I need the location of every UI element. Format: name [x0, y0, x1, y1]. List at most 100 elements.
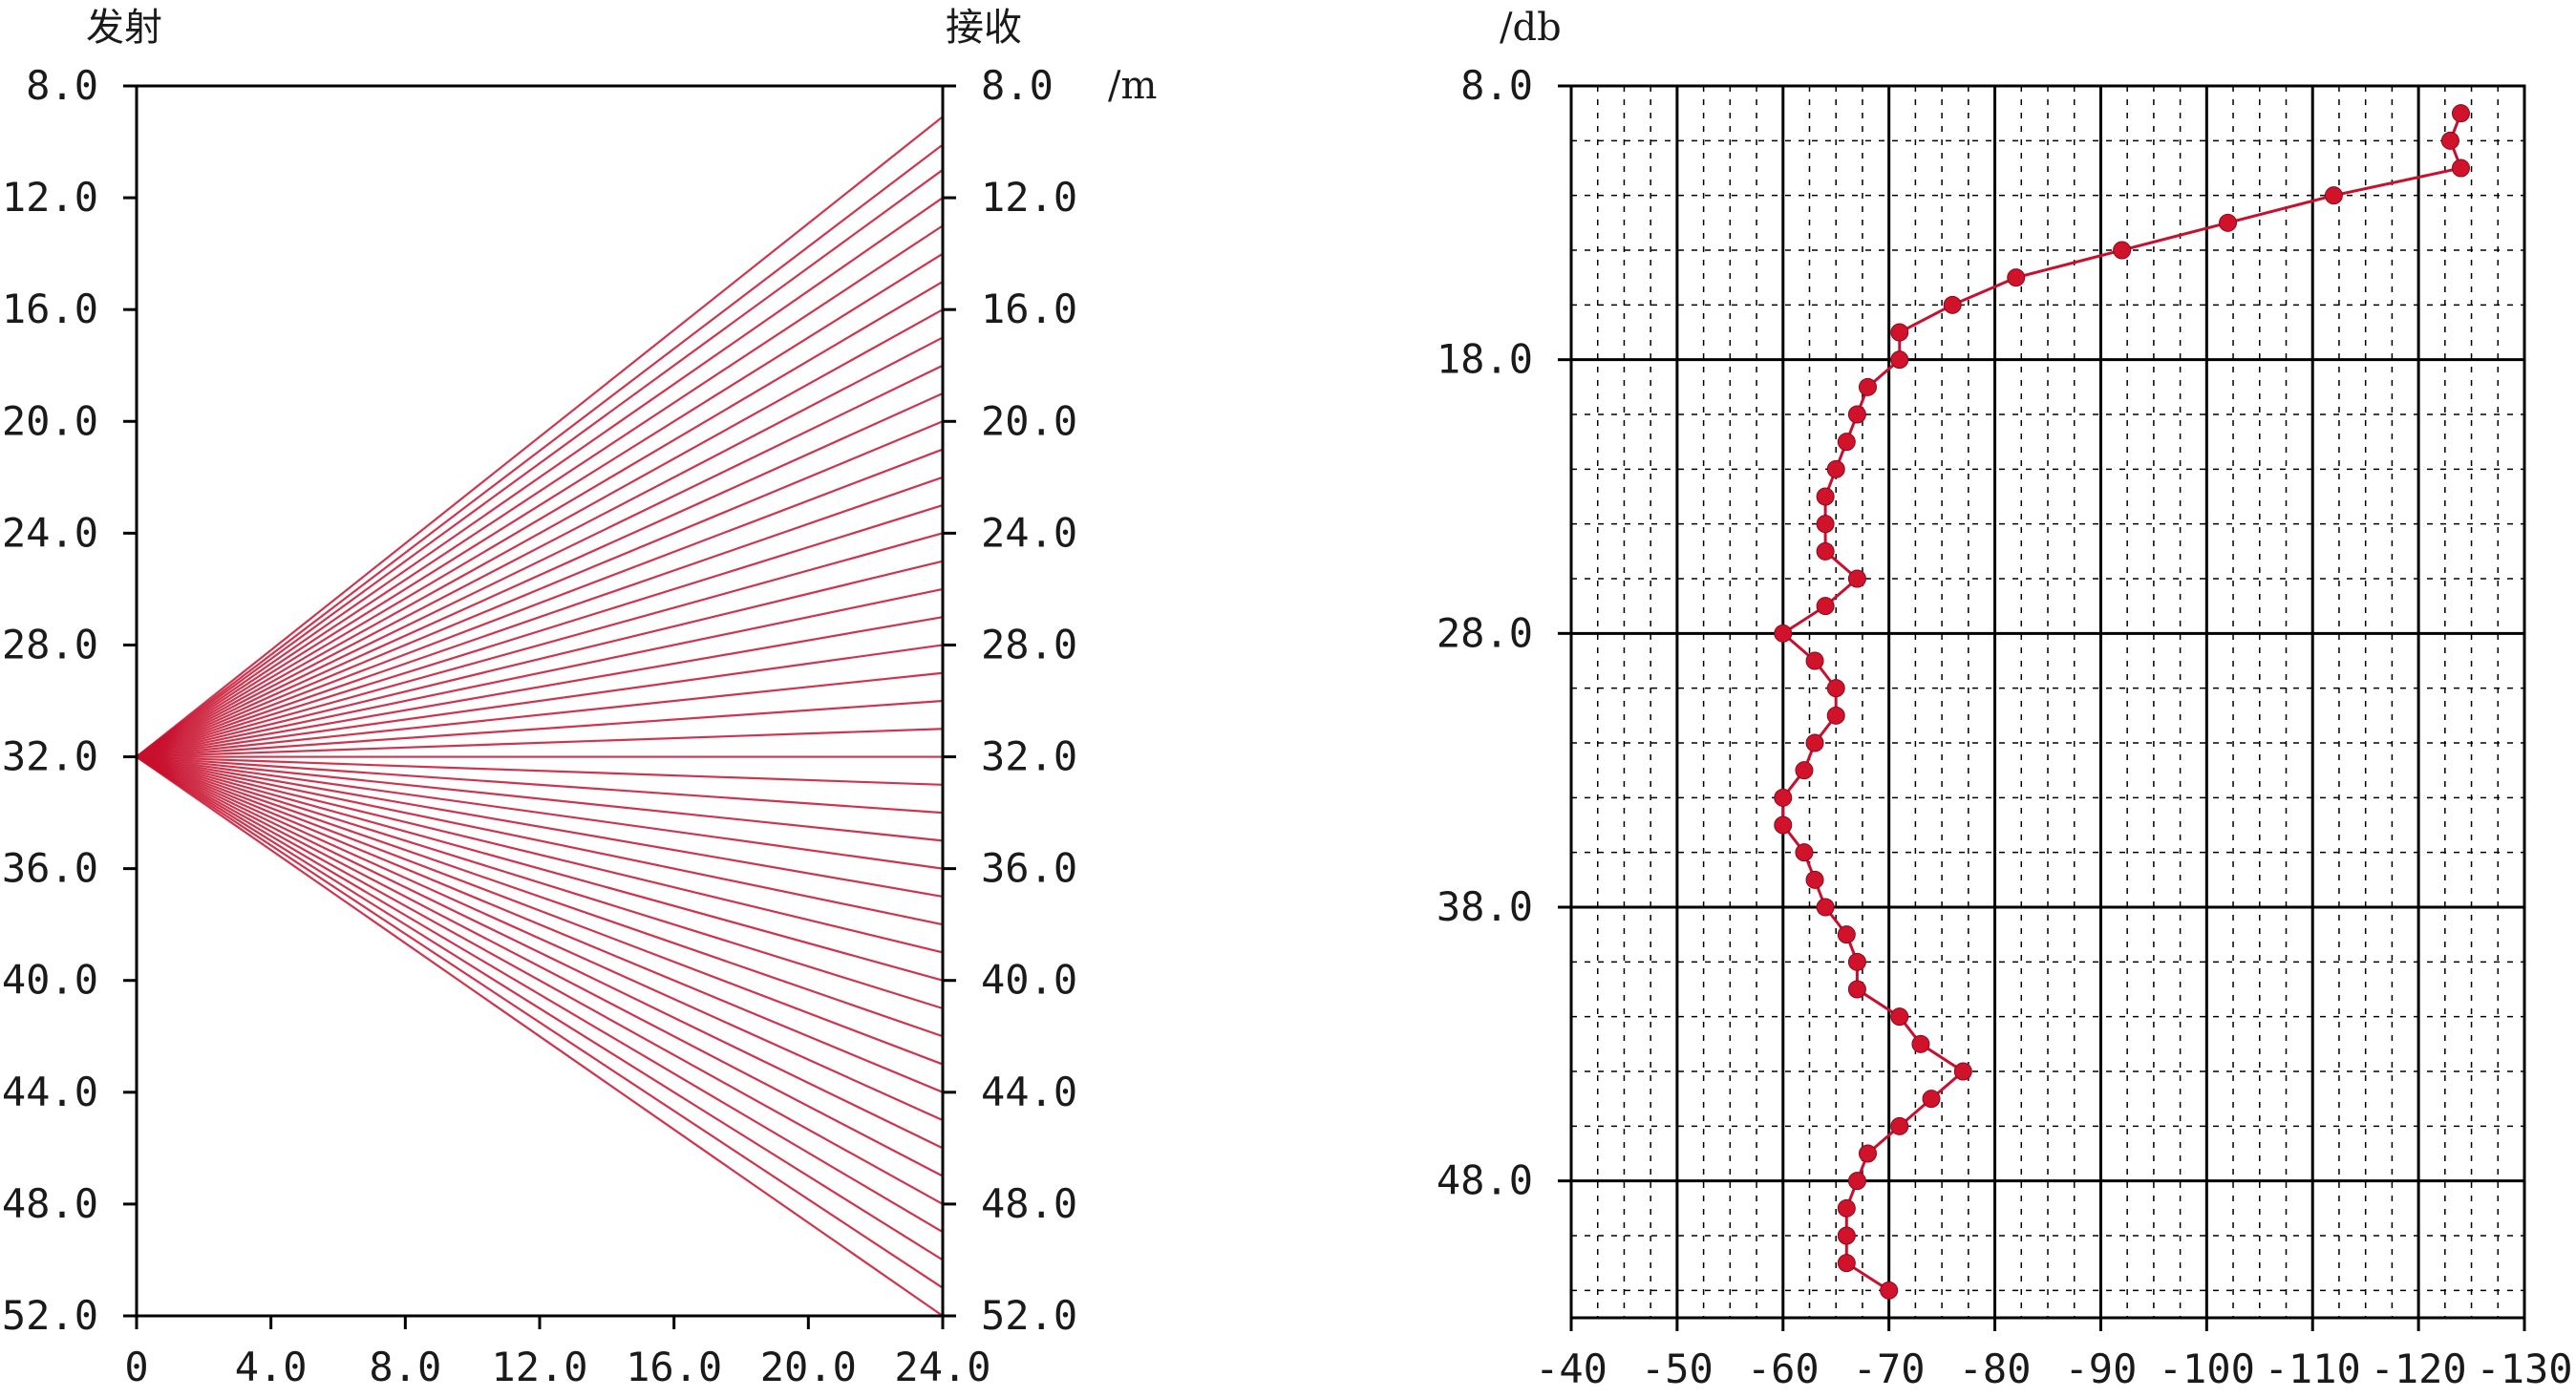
right-depth-tick-label: 16.0	[981, 286, 1077, 332]
right-depth-tick-label: 28.0	[981, 621, 1077, 667]
ray-path-8	[136, 336, 944, 758]
right-depth-tick-label: 20.0	[981, 397, 1077, 444]
ray-path-15	[136, 532, 944, 758]
data-point	[1826, 706, 1845, 725]
ray-path-30	[136, 755, 944, 954]
data-point	[2113, 241, 2132, 260]
data-point	[1795, 843, 1814, 862]
ray-path-13	[136, 476, 944, 758]
ray-path-22	[136, 728, 944, 758]
data-point	[1837, 433, 1856, 452]
left-depth-tick-label: 16.0	[2, 286, 98, 332]
ray-path-36	[136, 755, 944, 1122]
data-point	[1858, 377, 1877, 396]
x-tick-label: -120	[2371, 1345, 2467, 1392]
x-tick-label: 8.0	[369, 1344, 441, 1390]
depth-tick-label: 18.0	[1437, 336, 1533, 383]
plot-frame	[1569, 84, 2526, 1320]
data-point	[1847, 952, 1866, 971]
left-depth-tick-label: 52.0	[2, 1292, 98, 1339]
left-depth-tick-label: 24.0	[2, 509, 98, 556]
ray-path-35	[136, 755, 944, 1093]
x-tick-label: -60	[1747, 1345, 1820, 1392]
right-depth-tick-label: 8.0	[981, 62, 1054, 109]
depth-tick-label: 28.0	[1437, 609, 1533, 656]
data-point	[1816, 487, 1835, 506]
data-point	[1847, 1172, 1866, 1191]
ray-path-panel: 8.0 8.0 12.0 12.0 16.0 16.0 20.0 20.0 24.0 24.0 28…	[2, 62, 1077, 1390]
ray-path-5	[136, 252, 944, 758]
right-depth-tick-label: 44.0	[981, 1069, 1077, 1115]
x-tick-label: -100	[2159, 1345, 2255, 1392]
data-point	[1847, 405, 1866, 424]
right-side-title: 接收	[946, 6, 1022, 50]
x-tick-label: -70	[1853, 1345, 1926, 1392]
left-depth-tick-label: 20.0	[2, 397, 98, 444]
data-point	[1943, 295, 1962, 314]
ray-path-10	[136, 392, 944, 758]
ray-path-37	[136, 755, 944, 1150]
depth-tick-label: 8.0	[1460, 62, 1533, 109]
ray-path-20	[136, 671, 944, 758]
ray-path-0	[136, 116, 944, 758]
ray-path-2	[136, 168, 944, 758]
ray-path-14	[136, 504, 944, 758]
data-point	[1847, 569, 1866, 588]
ray-path-27	[136, 755, 944, 870]
data-point	[1837, 925, 1856, 944]
right-depth-tick-label: 48.0	[981, 1180, 1077, 1227]
ray-path-24	[136, 755, 944, 786]
depth-tick-label: 48.0	[1437, 1157, 1533, 1204]
left-depth-tick-label: 36.0	[2, 845, 98, 892]
ray-path-43	[136, 755, 944, 1317]
x-tick-label: 20.0	[760, 1344, 857, 1390]
left-depth-tick-label: 48.0	[2, 1180, 98, 1227]
ray-path-4	[136, 224, 944, 758]
data-point	[1826, 679, 1845, 698]
x-tick-label: -80	[1959, 1345, 2032, 1392]
attenuation-series-line	[1780, 113, 2463, 1292]
data-point	[1890, 1116, 1909, 1135]
ray-path-12	[136, 448, 944, 758]
ray-path-33	[136, 755, 944, 1038]
ray-path-28	[136, 755, 944, 898]
data-point	[1922, 1090, 1941, 1109]
ray-path-1	[136, 143, 944, 758]
depth-tick-label: 38.0	[1437, 883, 1533, 930]
ray-path-29	[136, 755, 944, 926]
ray-path-41	[136, 755, 944, 1261]
x-tick-label: -130	[2476, 1345, 2572, 1392]
data-point	[1890, 350, 1909, 370]
right-depth-tick-label: 36.0	[981, 845, 1077, 892]
data-point	[1805, 651, 1824, 670]
data-point	[1816, 541, 1835, 561]
x-tick-label: -110	[2265, 1345, 2361, 1392]
data-point	[1774, 816, 1793, 835]
ray-path-6	[136, 280, 944, 758]
depth-unit-label: /m	[1108, 64, 1157, 108]
data-point	[1847, 980, 1866, 999]
left-depth-tick-label: 8.0	[26, 62, 98, 109]
ray-path-9	[136, 364, 944, 758]
ray-path-18	[136, 616, 944, 758]
data-point	[1858, 1144, 1877, 1163]
ray-path-3	[136, 197, 944, 758]
ray-path-11	[136, 420, 944, 758]
data-point	[2324, 186, 2343, 205]
ray-path-21	[136, 699, 944, 758]
data-point	[1826, 459, 1845, 478]
ray-path-16	[136, 560, 944, 758]
ray-path-25	[136, 755, 944, 815]
right-depth-tick-label: 52.0	[981, 1292, 1077, 1339]
ray-path-7	[136, 308, 944, 758]
data-point	[1890, 323, 1909, 342]
left-panel-title: 发射	[86, 6, 162, 50]
data-point	[1911, 1034, 1930, 1053]
ray-path-32	[136, 755, 944, 1010]
ray-path-34	[136, 755, 944, 1066]
data-point	[1816, 515, 1835, 534]
ray-path-26	[136, 755, 944, 842]
ray-path-42	[136, 755, 944, 1289]
x-tick-label: 16.0	[626, 1344, 722, 1390]
